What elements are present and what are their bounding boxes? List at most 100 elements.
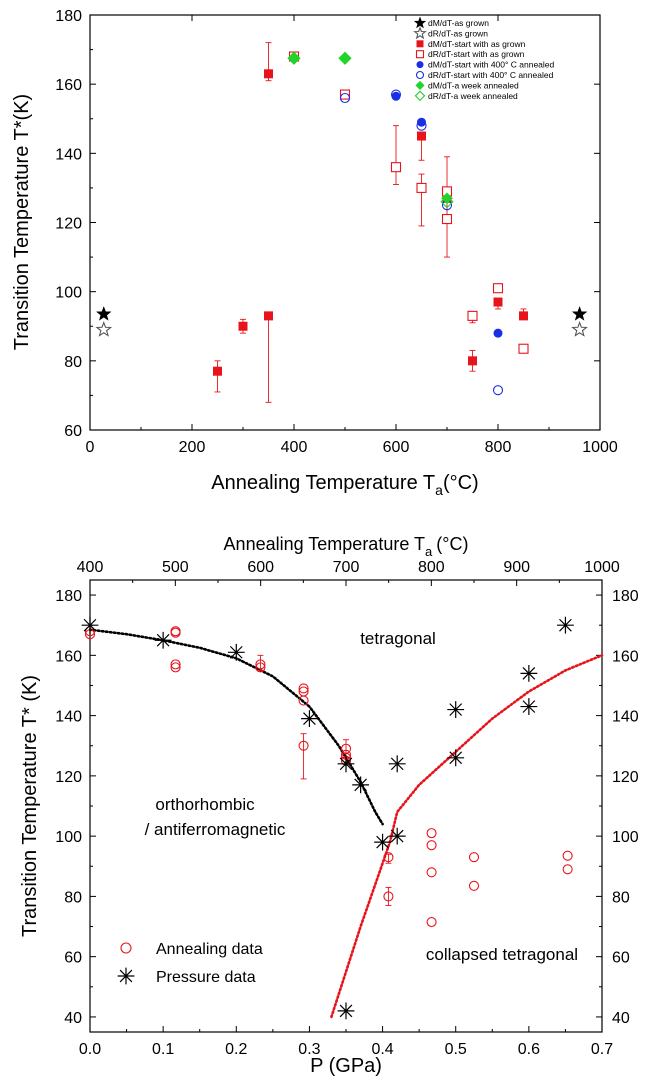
legend-marker <box>120 942 132 954</box>
data-point <box>238 321 248 331</box>
data-point <box>170 626 181 637</box>
data-point <box>493 328 503 338</box>
y-tick-label-right: 100 <box>612 829 639 846</box>
legend-marker <box>416 40 424 48</box>
legend-label: dM/dT-a week annealed <box>428 80 519 90</box>
data-point <box>298 683 309 694</box>
data-point <box>227 643 245 661</box>
chart-annealing-temperature: 0 200 400 600 800 1000 60 80 100 120 140 160 180 dM/… <box>11 8 618 498</box>
x-tick-label: 0 <box>86 439 95 456</box>
x2-tick-label: 1000 <box>584 559 620 576</box>
x2-tick-label: 500 <box>162 559 189 576</box>
legend-label: dM/dT-as grown <box>428 18 489 28</box>
legend-marker <box>415 50 425 59</box>
data-point <box>96 306 112 321</box>
data-point <box>383 852 394 863</box>
x-tick-label: 0.5 <box>445 1041 467 1058</box>
y-tick-label: 160 <box>55 77 82 94</box>
data-point <box>390 162 402 173</box>
series-0 <box>96 306 588 321</box>
y-tick-label: 180 <box>55 8 82 25</box>
chart2-x-axis-title: P (GPa) <box>310 1055 382 1077</box>
region-label-antiferromagnetic: / antiferromagnetic <box>145 820 286 839</box>
data-point <box>562 864 573 875</box>
data-point <box>426 867 437 878</box>
data-point <box>337 755 355 773</box>
data-point <box>416 182 427 193</box>
data-point <box>467 310 478 321</box>
y-tick-label-right: 120 <box>612 769 639 786</box>
x-tick-label: 0.4 <box>371 1041 393 1058</box>
data-point <box>374 833 391 851</box>
x-tick-label: 600 <box>383 439 410 456</box>
y-tick-label: 160 <box>55 648 82 665</box>
data-point <box>447 749 465 767</box>
y-tick-label: 80 <box>64 889 82 906</box>
data-point <box>170 659 181 670</box>
legend-marker <box>416 61 424 69</box>
legend-label: Annealing data <box>156 941 263 958</box>
chart2-legend: Annealing data Pressure data <box>117 941 263 986</box>
data-point <box>426 828 437 839</box>
data-point <box>388 827 406 845</box>
data-point <box>264 311 273 321</box>
chart-pressure: 0.0 0.1 0.2 0.3 0.4 0.5 0.6 0.7 400 500 600 700 800 9… <box>19 534 639 1077</box>
y-tick-label: 180 <box>55 588 82 605</box>
x-tick-label: 200 <box>179 439 206 456</box>
data-point <box>383 891 394 902</box>
data-point <box>170 662 181 673</box>
data-point <box>287 51 301 65</box>
data-point <box>468 356 477 366</box>
data-point <box>571 320 588 337</box>
phase-boundary-line-1 <box>330 654 604 1019</box>
data-point <box>520 698 538 715</box>
data-point <box>416 120 427 131</box>
data-point <box>519 311 528 321</box>
data-point <box>468 852 480 863</box>
data-point <box>264 69 273 79</box>
y-tick-label: 40 <box>64 1010 82 1027</box>
data-point <box>255 659 266 670</box>
legend-marker <box>413 26 427 40</box>
data-point <box>339 92 351 104</box>
data-point <box>417 117 426 127</box>
y-tick-label: 80 <box>64 354 82 371</box>
legend-label: dM/dT-start with as grown <box>428 39 526 49</box>
x-tick-label: 0.3 <box>298 1041 320 1058</box>
chart1-ticks: 0 200 400 600 800 1000 60 80 100 120 140 160 180 <box>55 8 618 456</box>
data-point <box>352 776 370 794</box>
legend-marker <box>413 16 427 29</box>
legend-label: dR/dT-as grown <box>428 28 488 38</box>
x2-tick-label: 900 <box>503 559 530 576</box>
data-point <box>520 665 538 682</box>
y-tick-label: 60 <box>64 423 82 440</box>
data-point <box>339 52 351 65</box>
data-point <box>388 755 406 773</box>
series-1 <box>95 320 588 337</box>
y-tick-label-right: 80 <box>612 889 630 906</box>
legend-marker <box>414 90 426 102</box>
data-point <box>468 880 480 891</box>
chart2-top-axis-title: Annealing Temperature Ta (°C) <box>224 534 469 559</box>
chart2-ticks: 0.0 0.1 0.2 0.3 0.4 0.5 0.6 0.7 400 500 600 700 800 9… <box>55 559 639 1058</box>
x2-tick-label: 600 <box>247 559 274 576</box>
data-point <box>440 195 454 209</box>
data-point <box>390 89 402 100</box>
data-point <box>301 710 318 728</box>
legend-marker <box>415 70 425 80</box>
data-point <box>557 616 574 634</box>
data-point <box>338 51 352 65</box>
y-tick-label: 100 <box>55 829 82 846</box>
x2-tick-label: 800 <box>418 559 445 576</box>
data-point <box>213 366 222 376</box>
data-point <box>298 740 309 751</box>
x2-tick-label: 400 <box>77 559 104 576</box>
y-tick-label: 120 <box>55 769 82 786</box>
legend-label: Pressure data <box>156 969 256 986</box>
legend-label: dR/dT-a week annealed <box>428 91 518 101</box>
data-point <box>95 320 113 337</box>
y-tick-label: 120 <box>55 216 82 233</box>
y-tick-label-right: 40 <box>612 1010 630 1027</box>
